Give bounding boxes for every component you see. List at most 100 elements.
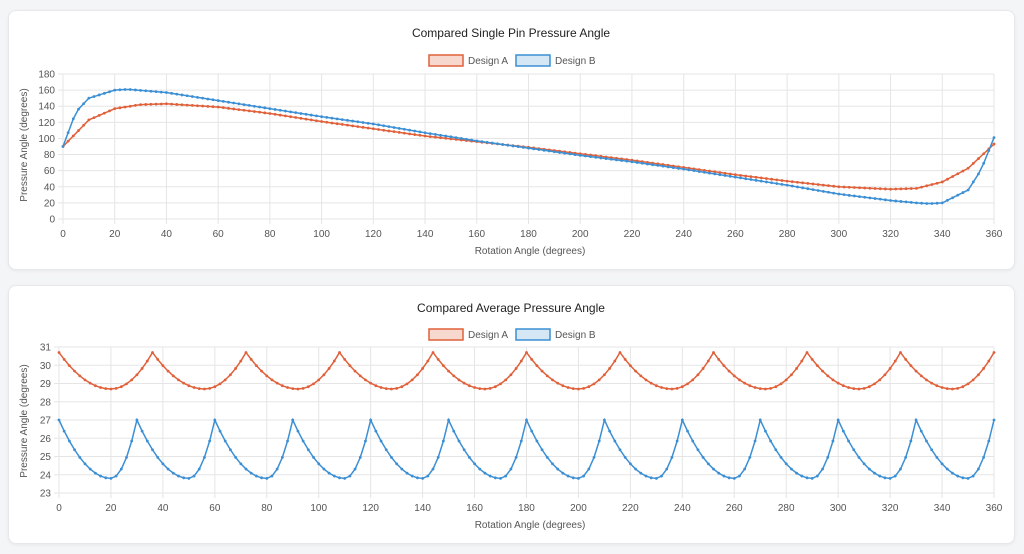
data-point [691, 439, 695, 443]
data-point [423, 131, 427, 135]
data-point [499, 477, 502, 480]
data-point [748, 455, 752, 459]
data-point [893, 474, 897, 478]
data-point [863, 195, 867, 199]
data-point [119, 385, 123, 389]
legend-swatch-design-a[interactable] [428, 54, 464, 67]
data-point [254, 364, 258, 368]
data-point [397, 126, 401, 130]
data-point [920, 201, 923, 205]
data-point [946, 198, 949, 202]
data-point [71, 117, 75, 121]
data-point [390, 387, 393, 391]
data-point [702, 168, 706, 172]
data-point [935, 455, 939, 459]
data-point [712, 351, 715, 354]
data-point [490, 141, 494, 145]
data-point [862, 387, 866, 390]
legend[interactable]: Design A Design B [428, 54, 596, 67]
data-point [971, 474, 975, 478]
data-point [930, 381, 934, 385]
data-point [753, 439, 757, 443]
data-point [836, 418, 840, 422]
data-point [982, 162, 986, 165]
legend-label-design-a[interactable]: Design A [468, 330, 508, 341]
x-tick-label: 220 [622, 503, 639, 514]
data-point [278, 113, 282, 117]
data-point [701, 455, 705, 459]
data-point [561, 471, 565, 475]
data-point [639, 471, 643, 475]
data-point [268, 112, 272, 115]
data-point [904, 187, 908, 191]
y-tick-label: 160 [38, 86, 55, 97]
data-point [312, 455, 315, 459]
x-tick-label: 100 [313, 229, 330, 240]
data-point [951, 387, 954, 391]
data-point [686, 382, 689, 386]
data-point [992, 142, 996, 146]
data-point [369, 381, 373, 385]
data-point [535, 439, 539, 443]
data-point [213, 418, 217, 422]
data-point [582, 387, 586, 390]
data-point [599, 156, 603, 160]
data-point [499, 382, 502, 386]
data-point [706, 359, 710, 363]
legend-label-design-b[interactable]: Design B [555, 56, 596, 67]
data-point [527, 146, 530, 150]
data-point [883, 187, 887, 191]
legend-label-design-b[interactable]: Design B [555, 330, 596, 341]
data-point [130, 378, 134, 382]
legend-swatch-design-b[interactable] [515, 328, 551, 341]
legend-swatch-design-a[interactable] [428, 328, 464, 341]
data-point [258, 105, 261, 109]
data-point [552, 150, 556, 154]
data-point [413, 129, 417, 133]
legend[interactable]: Design A Design B [428, 328, 596, 341]
data-point [192, 474, 196, 478]
data-point [192, 386, 196, 389]
data-point [452, 429, 456, 433]
data-point [571, 387, 575, 391]
data-point [940, 201, 944, 205]
legend-swatch-design-b[interactable] [515, 54, 551, 67]
x-tick-label: 320 [882, 503, 899, 514]
data-point [475, 139, 479, 143]
data-point [88, 381, 92, 385]
data-point [842, 185, 846, 189]
data-point [431, 351, 435, 354]
y-tick-label: 28 [40, 397, 52, 408]
data-point [444, 134, 448, 138]
legend-label-design-a[interactable]: Design A [468, 56, 508, 67]
data-point [759, 179, 763, 183]
data-point [909, 201, 913, 204]
data-point [387, 129, 391, 133]
data-point [644, 378, 648, 382]
data-point [377, 123, 380, 127]
data-point [758, 387, 762, 391]
data-point [919, 374, 923, 378]
data-point [201, 104, 205, 108]
data-point [470, 138, 474, 142]
series-design-b [61, 88, 996, 205]
data-point [691, 378, 695, 382]
data-point [795, 471, 799, 475]
data-point [987, 359, 991, 363]
data-point [909, 364, 913, 368]
data-point [436, 455, 440, 459]
data-point [171, 471, 175, 475]
data-point [858, 186, 861, 190]
data-point [343, 477, 347, 480]
data-point [206, 97, 210, 101]
chart-title: Compared Single Pin Pressure Angle [412, 26, 610, 40]
data-point [66, 139, 70, 143]
series-design-a [57, 351, 996, 391]
data-point [935, 201, 939, 205]
data-point [196, 104, 199, 108]
data-point [909, 187, 913, 190]
data-point [930, 202, 934, 205]
data-point [831, 439, 835, 443]
data-point [889, 187, 892, 191]
data-point [671, 166, 675, 170]
